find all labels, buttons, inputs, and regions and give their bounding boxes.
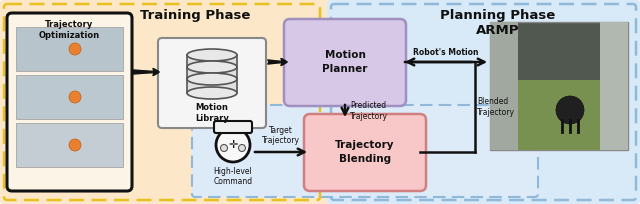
Text: Trajectory
Blending: Trajectory Blending (335, 140, 395, 164)
Text: Target
Trajectory: Target Trajectory (262, 126, 300, 145)
FancyBboxPatch shape (192, 105, 538, 197)
Ellipse shape (187, 61, 237, 73)
Text: Robot's Motion: Robot's Motion (413, 48, 479, 57)
FancyBboxPatch shape (214, 121, 252, 133)
Text: Trajectory
Optimization: Trajectory Optimization (38, 20, 100, 40)
Text: Motion
Planner: Motion Planner (323, 50, 368, 74)
Text: Predicted
Trajectory: Predicted Trajectory (350, 101, 388, 121)
Text: ✛: ✛ (228, 140, 237, 150)
Text: Motion
Library: Motion Library (195, 103, 229, 123)
FancyBboxPatch shape (187, 55, 237, 93)
FancyBboxPatch shape (16, 123, 123, 167)
FancyBboxPatch shape (327, 0, 640, 204)
FancyBboxPatch shape (284, 19, 406, 106)
Text: Training Phase: Training Phase (140, 9, 250, 22)
FancyBboxPatch shape (490, 22, 628, 150)
FancyBboxPatch shape (16, 27, 123, 71)
Circle shape (69, 91, 81, 103)
Circle shape (69, 139, 81, 151)
Circle shape (69, 43, 81, 55)
Circle shape (239, 144, 246, 152)
Text: Planning Phase
ARMP: Planning Phase ARMP (440, 9, 556, 37)
Circle shape (556, 96, 584, 124)
FancyBboxPatch shape (490, 80, 628, 150)
FancyBboxPatch shape (16, 75, 123, 119)
Ellipse shape (187, 87, 237, 99)
FancyBboxPatch shape (158, 38, 266, 128)
FancyBboxPatch shape (304, 114, 426, 191)
FancyBboxPatch shape (490, 22, 518, 150)
Circle shape (216, 128, 250, 162)
FancyBboxPatch shape (7, 13, 132, 191)
FancyBboxPatch shape (600, 22, 628, 150)
Circle shape (221, 144, 227, 152)
Ellipse shape (187, 49, 237, 61)
Text: High-level
Command: High-level Command (213, 167, 253, 186)
Text: Blended
Trajectory: Blended Trajectory (477, 97, 515, 117)
Ellipse shape (187, 73, 237, 85)
